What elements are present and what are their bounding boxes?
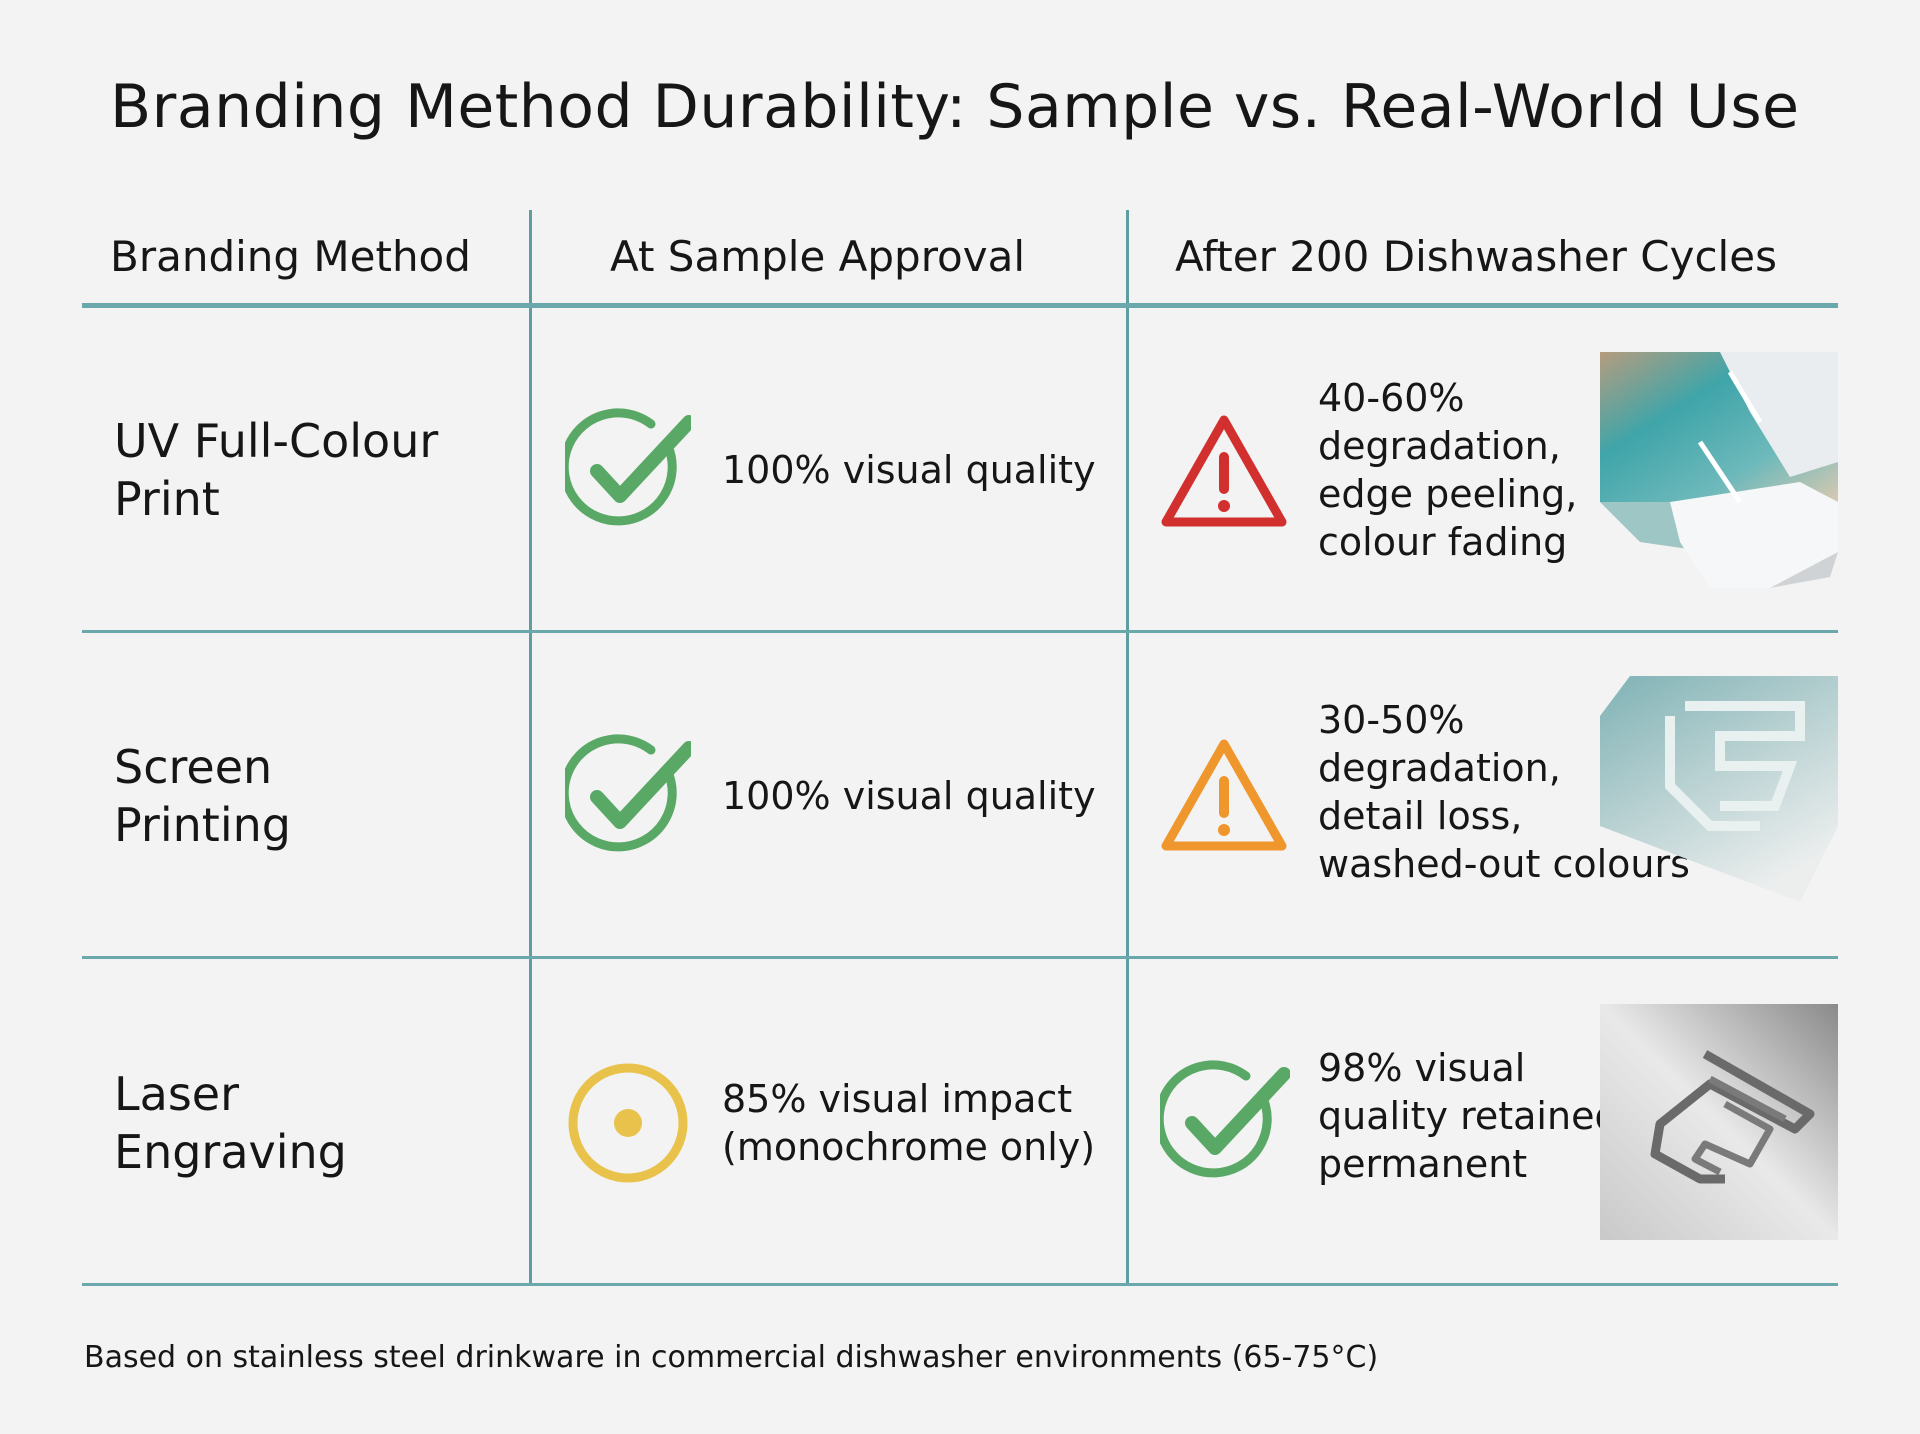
warning-triangle-orange-icon — [1161, 739, 1287, 851]
header-after-cycles: After 200 Dishwasher Cycles — [1175, 232, 1777, 281]
check-circle-icon — [565, 408, 691, 526]
method-uv-print: UV Full-Colour Print — [114, 414, 439, 526]
footnote: Based on stainless steel drinkware in co… — [84, 1340, 1379, 1375]
after-retained-text: 98% visual quality retained, permanent — [1318, 1046, 1631, 1186]
after-degradation-text: 30-50% degradation, detail loss, washed-… — [1318, 698, 1690, 886]
method-screen-printing: Screen Printing — [114, 740, 291, 852]
header-branding-method: Branding Method — [110, 232, 471, 281]
sample-impact-text: 85% visual impact (monochrome only) — [722, 1077, 1096, 1169]
sample-quality-text: 100% visual quality — [722, 448, 1096, 492]
warning-triangle-red-icon — [1161, 415, 1287, 527]
column-divider-2 — [1126, 210, 1129, 1286]
faded-logo-thumbnail — [1600, 676, 1838, 902]
row-divider-1 — [82, 630, 1838, 633]
check-circle-icon — [1160, 1060, 1290, 1178]
check-circle-icon — [565, 734, 691, 852]
dot-circle-icon — [568, 1063, 688, 1183]
page-title: Branding Method Durability: Sample vs. R… — [110, 72, 1800, 142]
header-sample-approval: At Sample Approval — [610, 232, 1025, 281]
column-divider-1 — [529, 210, 532, 1286]
header-divider — [82, 303, 1838, 308]
sample-quality-text: 100% visual quality — [722, 774, 1096, 818]
engraved-logo-thumbnail — [1600, 1004, 1838, 1240]
row-divider-3 — [82, 1283, 1838, 1286]
method-laser-engraving: Laser Engraving — [114, 1067, 347, 1179]
after-degradation-text: 40-60% degradation, edge peeling, colour… — [1318, 376, 1578, 564]
row-divider-2 — [82, 956, 1838, 959]
peeling-print-thumbnail — [1600, 352, 1838, 588]
